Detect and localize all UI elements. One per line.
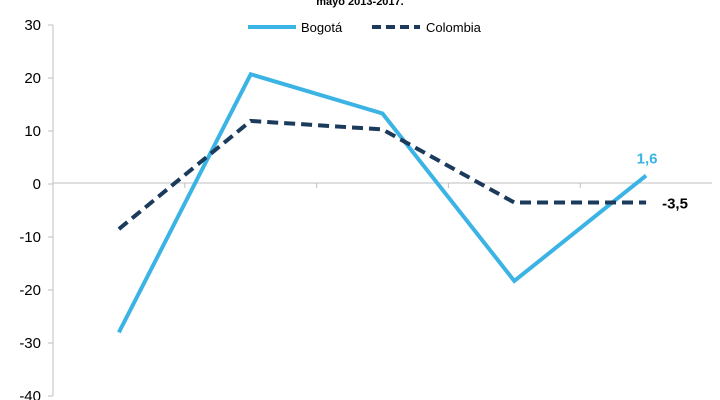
series-group xyxy=(117,71,648,334)
legend-label: Colombia xyxy=(426,20,482,35)
y-tick-label: 20 xyxy=(24,70,41,87)
data-labels: 1,6 -3,5 xyxy=(637,151,688,213)
y-tick-label: -20 xyxy=(19,282,41,299)
series-line-bogota xyxy=(117,71,648,334)
x-axis-ticks xyxy=(184,183,581,188)
y-tick-label: -10 xyxy=(19,229,41,246)
y-tick-label: 10 xyxy=(24,123,41,140)
y-tick-label: 0 xyxy=(33,176,41,193)
legend: Bogotá Colombia xyxy=(248,20,482,35)
chart-subtitle: mayo 2013-2017. xyxy=(316,0,404,8)
legend-label: Bogotá xyxy=(301,20,343,35)
end-data-label: 1,6 xyxy=(637,151,658,168)
y-tick-label: 30 xyxy=(24,17,41,34)
y-tick-label: -40 xyxy=(19,388,41,400)
end-data-label: -3,5 xyxy=(662,196,688,213)
series-line-colombia xyxy=(117,118,647,231)
y-tick-label: -30 xyxy=(19,335,41,352)
y-axis-ticks: 30 20 10 0 -10 -20 -30 -40 xyxy=(19,17,53,400)
